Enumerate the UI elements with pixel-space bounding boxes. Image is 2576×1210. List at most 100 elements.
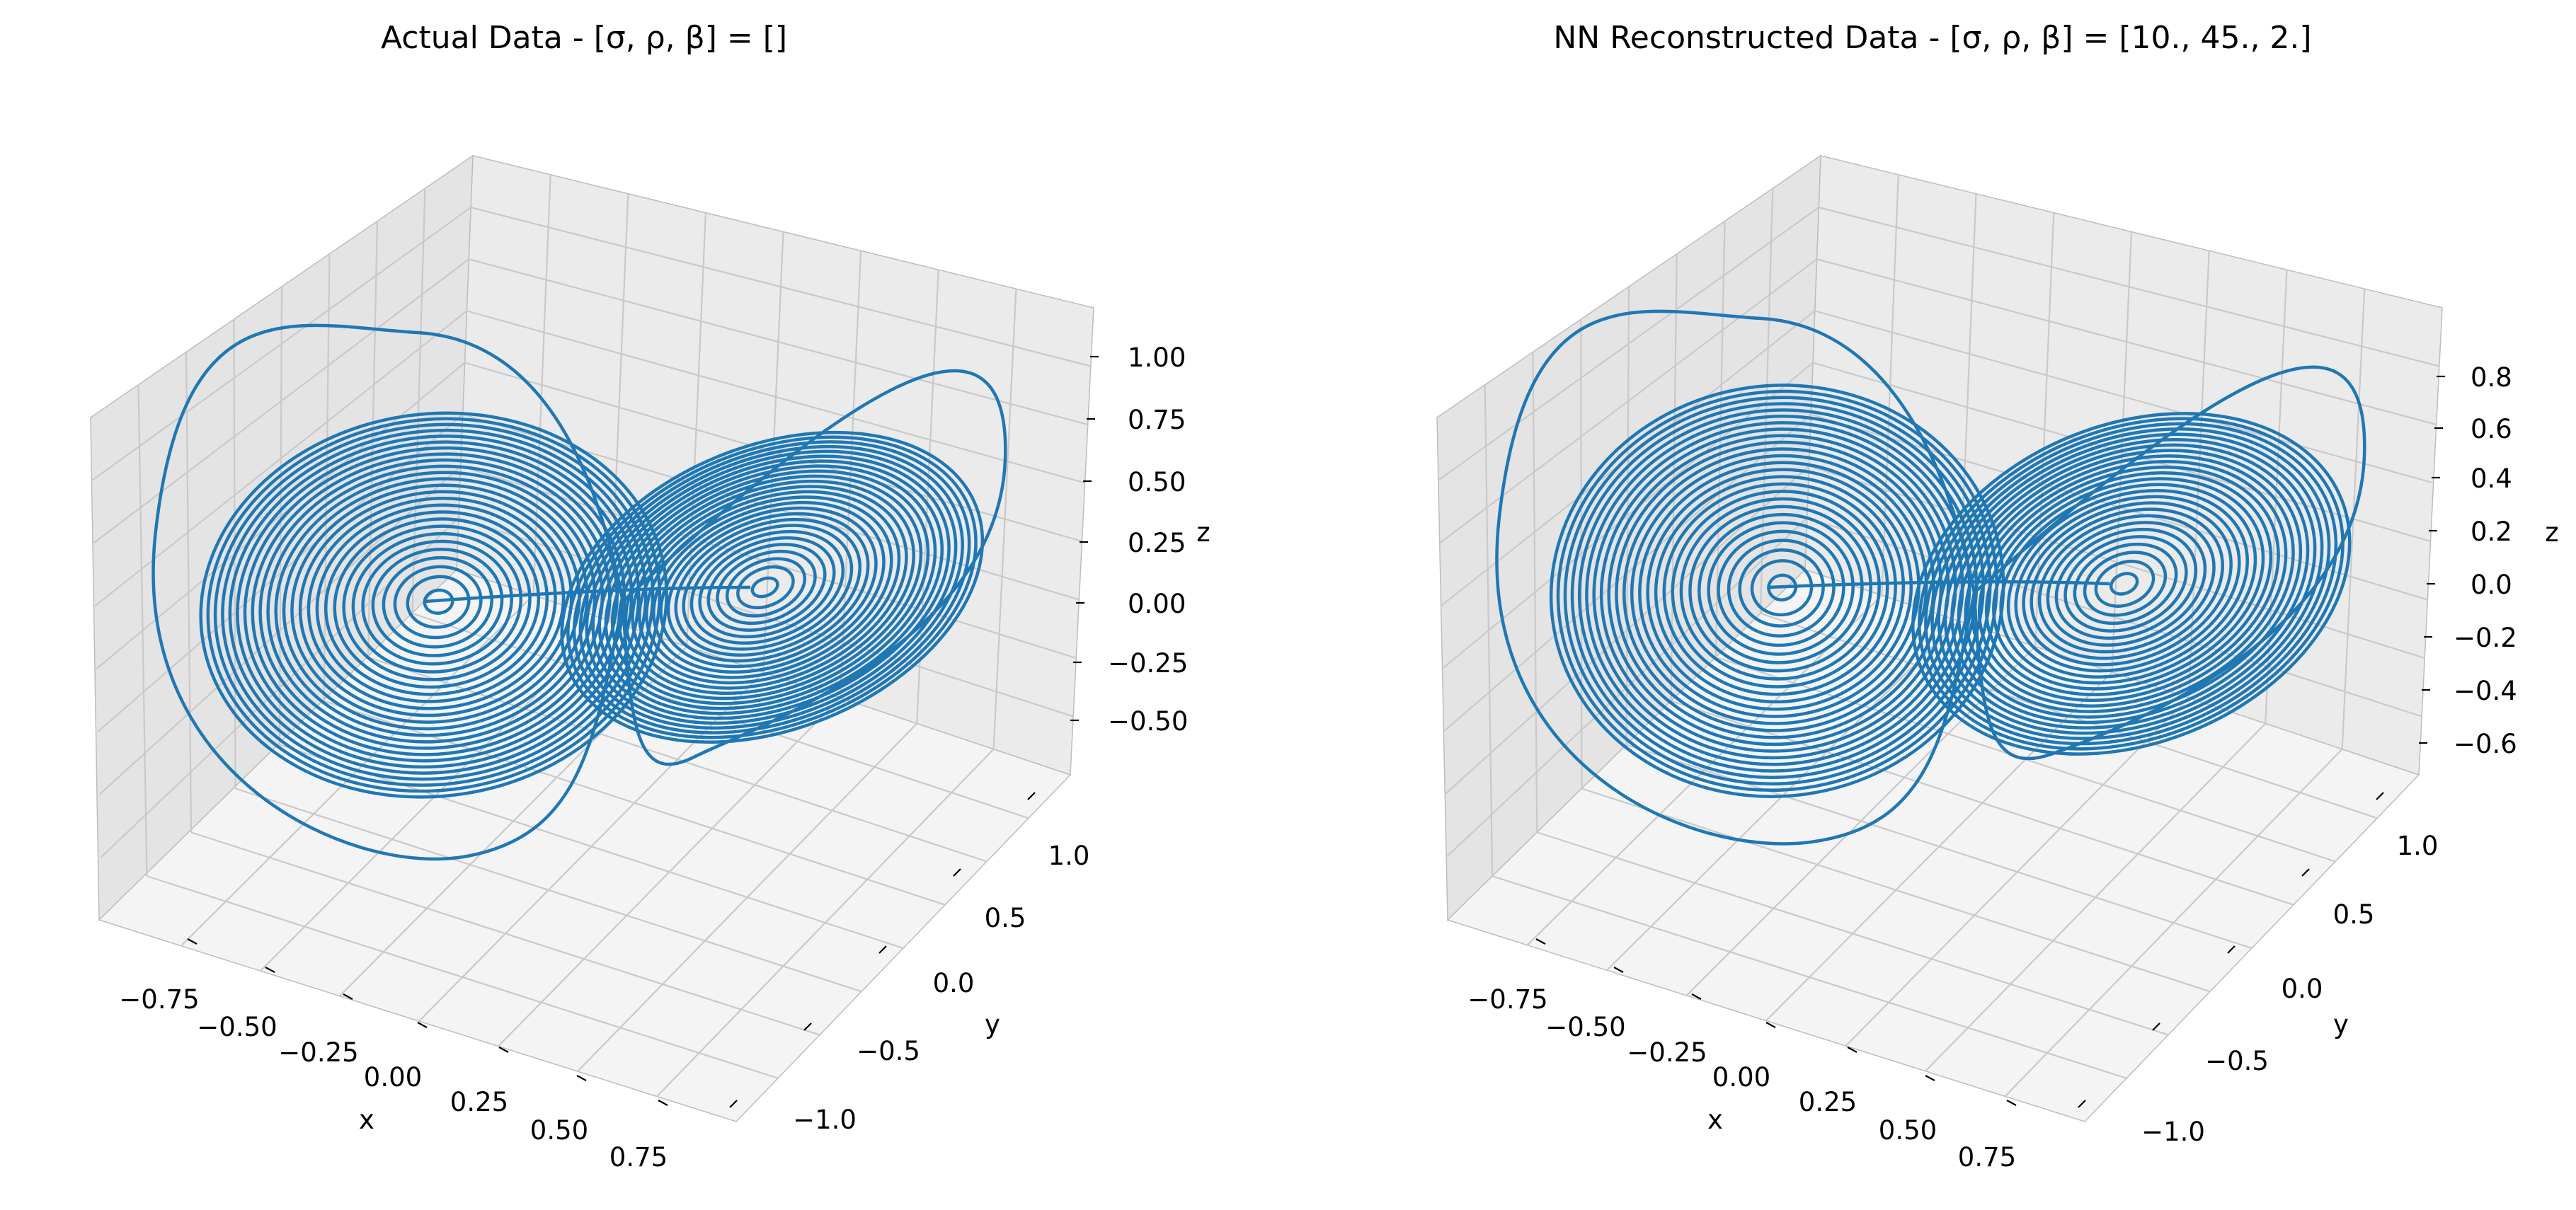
z-tick-label: 0.6	[2471, 414, 2512, 444]
trajectory-loop	[342, 524, 532, 681]
grid-line	[656, 748, 995, 1097]
trajectory-loop	[315, 503, 557, 703]
trajectory-loop	[333, 517, 541, 689]
trajectory-loop	[1943, 438, 2317, 730]
x-tick: 0.25	[1799, 1047, 1857, 1117]
z-tick-label: −0.4	[2454, 676, 2517, 706]
grid-line	[367, 221, 379, 657]
trajectory-loop	[610, 469, 930, 705]
z-tick: 0.50	[1083, 467, 1186, 497]
grid-line	[468, 258, 1089, 426]
trajectory-loop	[1717, 529, 1845, 647]
x-tick-label: −0.75	[119, 984, 199, 1015]
trajectory-outer-loop	[1495, 309, 1976, 846]
grid-line	[2004, 748, 2343, 1097]
grid-line	[498, 697, 841, 1047]
grid-line	[93, 258, 469, 544]
grid-line	[1845, 697, 2189, 1047]
grid-line	[1438, 207, 1819, 481]
y-tick-label: −1.0	[2141, 1117, 2205, 1147]
trajectory-loop	[1607, 434, 1950, 747]
x-tick: 0.75	[609, 1100, 668, 1172]
x-tick: −0.25	[278, 993, 359, 1068]
z-tick: −0.2	[2424, 623, 2517, 653]
trajectory-loop	[560, 430, 985, 744]
trajectory-loop	[1930, 427, 2331, 740]
y-tick-label: 0.0	[933, 968, 975, 998]
panel-nn-reconstructed: NN Reconstructed Data - [σ, ρ, β] = [10.…	[1436, 20, 2559, 1172]
z-axis: −0.50 −0.25 0.00 0.25 0.50 0.75 1.00 z	[1070, 342, 1210, 737]
z-tick-label: 1.00	[1128, 342, 1186, 373]
y-tick-label: −0.5	[857, 1036, 920, 1066]
x-tick: −0.75	[1467, 938, 1548, 1015]
grid-line	[1925, 722, 2267, 1072]
trajectory-loop	[1698, 512, 1864, 664]
x-tick: −0.25	[1627, 993, 1707, 1068]
z-axis-label: z	[2545, 517, 2558, 548]
trajectory-loop	[1707, 521, 1855, 656]
y-tick: 0.5	[953, 868, 1026, 933]
z-tick-label: −0.2	[2454, 623, 2517, 653]
grid-line	[1814, 310, 2434, 484]
trajectory-loop	[1688, 505, 1872, 673]
y-tick: 1.0	[1027, 792, 1089, 871]
x-tick-label: 0.00	[364, 1062, 422, 1093]
x-axis-label: x	[1707, 1105, 1723, 1135]
z-tick-label: 0.0	[2471, 570, 2512, 600]
y-tick-label: −0.5	[2205, 1046, 2269, 1076]
panel-title: NN Reconstructed Data - [σ, ρ, β] = [10.…	[1553, 20, 2311, 56]
x-tick-label: −0.75	[1467, 984, 1547, 1015]
trajectory-outer-loop	[621, 369, 1007, 766]
trajectory-loop	[1615, 440, 1943, 739]
x-tick-label: 0.50	[530, 1115, 588, 1146]
trajectory-loop	[578, 444, 964, 730]
z-axis-label: z	[1196, 517, 1210, 548]
trajectory-loop	[736, 565, 795, 610]
x-tick: 0.00	[1712, 1022, 1776, 1093]
grid-line	[1816, 258, 2437, 426]
z-tick-label: −0.25	[1108, 648, 1188, 679]
z-tick: 1.00	[1090, 342, 1186, 373]
x-tick: 0.25	[450, 1047, 509, 1117]
y-tick: −0.5	[2152, 1022, 2269, 1076]
z-tick-label: 0.75	[1128, 405, 1186, 435]
trajectory-loop	[716, 549, 817, 626]
grid-line	[323, 253, 331, 701]
trajectory-loop	[1599, 427, 1957, 753]
trajectory-loop	[1918, 417, 2345, 751]
trajectory-loop	[617, 474, 923, 701]
trajectory-loop	[597, 459, 944, 715]
y-tick-label: 0.5	[985, 903, 1026, 933]
trajectory-loop	[266, 464, 605, 744]
trajectory-loop	[666, 512, 870, 663]
x-tick-label: 0.75	[1958, 1142, 2016, 1172]
trajectory-loop	[258, 458, 612, 750]
trajectory-loop	[2037, 514, 2216, 654]
grid-line	[577, 722, 918, 1072]
trajectory-loop	[1950, 443, 2310, 725]
grid-line	[411, 188, 426, 613]
grid-line	[418, 672, 765, 1022]
trajectory-loop	[274, 471, 597, 737]
trajectory	[1495, 309, 2366, 846]
x-tick-label: 0.25	[450, 1087, 508, 1117]
z-tick: −0.25	[1073, 648, 1188, 679]
trajectory-loop	[382, 555, 493, 649]
x-tick: −0.75	[119, 938, 200, 1015]
trajectory-loop	[361, 539, 513, 666]
trajectory-loop	[351, 531, 523, 674]
trajectory-loop	[2054, 527, 2198, 640]
trajectory-loop	[1727, 538, 1836, 638]
x-axis-label: x	[359, 1105, 374, 1135]
y-tick: 0.0	[878, 945, 975, 998]
trajectory-loop	[324, 510, 549, 696]
z-tick: 0.0	[2427, 570, 2512, 600]
z-tick: 0.8	[2437, 362, 2512, 393]
z-tick: 0.00	[1076, 589, 1186, 619]
grid-line	[91, 207, 471, 481]
panel-actual-data: Actual Data - [σ, ρ, β] = [] −0.75 −0.50…	[90, 20, 1210, 1172]
trajectory-loop	[566, 435, 978, 739]
z-tick: 0.4	[2432, 463, 2512, 494]
trajectory-loop	[638, 490, 901, 685]
